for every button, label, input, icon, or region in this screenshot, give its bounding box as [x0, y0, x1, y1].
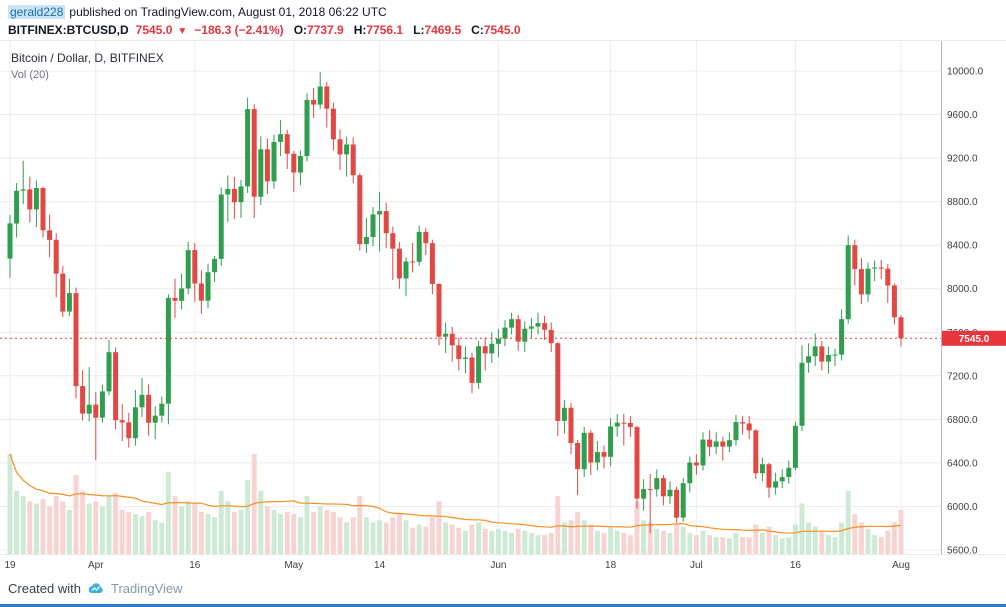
close-group: C:7545.0 [471, 21, 520, 39]
candlestick-chart-holder: 10000.09600.09200.08800.08400.08000.0760… [0, 41, 1006, 581]
symbol-legend: BITFINEX:BTCUSD, D 7545.0 ▼ −186.3 (−2.4… [8, 21, 998, 41]
svg-text:9200.0: 9200.0 [947, 154, 978, 165]
svg-text:7545.0: 7545.0 [959, 334, 990, 345]
svg-text:6000.0: 6000.0 [947, 502, 978, 513]
footer: Created with TradingView [0, 575, 1006, 607]
svg-text:8400.0: 8400.0 [947, 241, 978, 252]
close-value: 7545.0 [483, 23, 521, 37]
volume-ma-line [9, 453, 902, 534]
svg-text:Apr: Apr [88, 560, 104, 571]
header: gerald228 published on TradingView.com, A… [0, 0, 1006, 40]
volume-series [7, 454, 904, 554]
low-value: 7469.5 [424, 23, 462, 37]
publish-line: gerald228 published on TradingView.com, A… [8, 4, 998, 21]
last-price-value: 7545.0 [135, 23, 173, 37]
svg-text:7200.0: 7200.0 [947, 371, 978, 382]
svg-text:Jun: Jun [490, 560, 506, 571]
low-label: L: [413, 23, 425, 37]
candles-series [7, 72, 904, 534]
svg-text:5600.0: 5600.0 [947, 546, 978, 557]
svg-text:18: 18 [605, 560, 617, 571]
svg-text:16: 16 [189, 560, 201, 571]
svg-text:Aug: Aug [892, 560, 910, 571]
low-group: L:7469.5 [413, 21, 461, 39]
svg-text:19: 19 [4, 560, 16, 571]
grid-lines [0, 41, 941, 554]
symbol-label[interactable]: BITFINEX:BTCUSD, [8, 23, 120, 37]
tradingview-brand-link[interactable]: TradingView [110, 581, 183, 596]
svg-text:9600.0: 9600.0 [947, 110, 978, 121]
open-value: 7737.9 [307, 23, 344, 37]
svg-text:16: 16 [790, 560, 802, 571]
interval-label[interactable]: D [120, 23, 129, 37]
svg-text:May: May [284, 560, 303, 571]
open-label: O: [293, 23, 308, 37]
published-text: published on TradingView.com, August 01,… [69, 5, 387, 19]
svg-text:Jul: Jul [690, 560, 703, 571]
svg-text:10000.0: 10000.0 [947, 67, 984, 78]
username-link[interactable]: gerald228 [8, 5, 66, 19]
high-label: H: [353, 23, 367, 37]
last-price-badge [942, 330, 1006, 346]
last-price-line: 7545.0 [0, 330, 1006, 346]
svg-text:6400.0: 6400.0 [947, 458, 978, 469]
high-value: 7756.1 [366, 23, 404, 37]
svg-text:8000.0: 8000.0 [947, 284, 978, 295]
svg-text:14: 14 [374, 560, 386, 571]
down-arrow-icon: ▼ [177, 26, 188, 37]
high-group: H:7756.1 [354, 21, 403, 39]
created-with-text: Created with [8, 581, 81, 596]
x-axis-labels: 19 Apr 16 May 14 Jun 18 Jul 16 Aug [4, 560, 909, 571]
open-group: O:7737.9 [294, 21, 344, 39]
close-label: C: [471, 23, 484, 37]
chart-area[interactable]: 10000.09600.09200.08800.08400.08000.0760… [0, 40, 1006, 575]
candlestick-chart[interactable]: 10000.09600.09200.08800.08400.08000.0760… [0, 41, 1006, 576]
change-value: −186.3 (−2.41%) [194, 23, 284, 37]
svg-text:8800.0: 8800.0 [947, 197, 978, 208]
tradingview-logo-icon[interactable] [87, 582, 105, 596]
y-axis-labels: 10000.09600.09200.08800.08400.08000.0760… [947, 67, 984, 557]
svg-text:6800.0: 6800.0 [947, 415, 978, 426]
